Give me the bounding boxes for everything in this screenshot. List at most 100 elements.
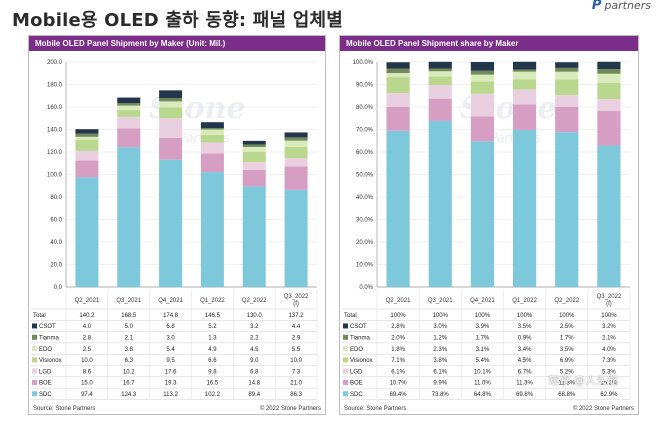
bar-csot xyxy=(200,122,224,129)
y-tick-label: 80.0% xyxy=(356,105,374,111)
chart-title: Mobile OLED Panel Shipment share by Make… xyxy=(340,36,638,51)
data-label: 11.3% xyxy=(516,381,533,387)
x-tick-label: Q2_2021 xyxy=(386,298,411,304)
data-label: 15.0 xyxy=(81,381,93,387)
data-label: 16.7 xyxy=(123,381,135,387)
data-label: 6.3 xyxy=(125,358,134,364)
bar-lgd xyxy=(428,84,452,99)
bar-lgd xyxy=(386,93,410,107)
bar-lgd xyxy=(159,118,183,138)
legend-swatch-tianma xyxy=(343,334,348,340)
bar-tianma xyxy=(159,98,183,102)
table-row-label: SDC xyxy=(350,392,363,398)
y-tick-label: 0.0 xyxy=(54,285,63,291)
data-label: 9.0 xyxy=(250,358,259,364)
chart-footer: Source: Stone Partners © 2022 Stone Part… xyxy=(33,406,321,412)
table-row-label: CSOT xyxy=(350,324,367,330)
data-label: 19.3 xyxy=(165,381,177,387)
data-label: 2.3% xyxy=(433,347,447,353)
y-tick-label: 80.0 xyxy=(50,195,62,201)
bar-sdc xyxy=(555,132,579,287)
data-label: 137.2 xyxy=(289,313,305,319)
table-row-label: Total xyxy=(33,313,46,319)
data-label: 100% xyxy=(475,313,491,319)
bar-sdc xyxy=(200,172,224,287)
table-row-label: Total xyxy=(344,313,357,319)
data-label: 10.0 xyxy=(81,358,93,364)
data-label: 10.7% xyxy=(390,381,408,387)
data-label: 5.4% xyxy=(476,358,490,364)
table-row-label: CSOT xyxy=(39,324,56,330)
legend-swatch-csot xyxy=(343,323,348,329)
data-label: 146.5 xyxy=(205,313,221,319)
data-label: 1.8% xyxy=(391,347,405,353)
data-label: 9.9% xyxy=(433,381,447,387)
bar-edo xyxy=(386,73,410,78)
data-label: 1.7% xyxy=(476,335,490,341)
y-tick-label: 70.0% xyxy=(356,128,374,134)
legend-swatch-visionox xyxy=(32,357,37,363)
data-label: 1.7% xyxy=(560,335,574,341)
bar-tianma xyxy=(512,69,537,72)
y-tick-label: 10.0% xyxy=(356,263,374,269)
bar-lgd xyxy=(200,142,224,154)
legend-swatch-sdc xyxy=(343,391,348,397)
bar-boe xyxy=(242,169,266,187)
chart-title: Mobile OLED Panel Shipment by Maker (Uni… xyxy=(29,36,325,51)
shipment-volume-chart: 0.0 20.0 40.0 60.0 80.0 100.0 120.0 140.0 160.0 1… xyxy=(31,60,318,400)
bar-lgd xyxy=(284,158,308,167)
data-label: 2.9 xyxy=(292,335,301,341)
bar-edo xyxy=(512,71,537,80)
data-label: 89.4 xyxy=(248,392,260,398)
bar-tianma xyxy=(200,128,224,130)
y-tick-label: 160.0 xyxy=(47,105,63,111)
bar-boe xyxy=(284,166,308,190)
bar-edo xyxy=(75,136,99,140)
bar-csot xyxy=(512,61,537,70)
partners-logo-icon: P xyxy=(591,0,602,13)
bar-tianma xyxy=(470,70,495,75)
bar-boe xyxy=(597,111,621,146)
y-tick-label: 140.0 xyxy=(47,128,63,134)
data-label: 9.5 xyxy=(166,358,175,364)
data-label: 100% xyxy=(559,313,575,319)
bar-visionox xyxy=(470,81,495,94)
data-label: 10.2 xyxy=(123,369,135,375)
data-label: 21.0 xyxy=(290,381,302,387)
y-tick-label: 200.0 xyxy=(47,60,63,66)
bar-edo xyxy=(470,74,495,82)
data-label: 5.2% xyxy=(560,369,574,375)
bar-edo xyxy=(242,146,266,152)
data-label: 168.5 xyxy=(121,313,137,319)
data-label: 100% xyxy=(601,313,617,319)
table-row-label: Visionox xyxy=(39,358,62,364)
legend-swatch-visionox xyxy=(343,357,348,363)
data-label: 4.4 xyxy=(292,324,301,330)
data-label: 3.4% xyxy=(518,347,532,353)
data-label: 6.7% xyxy=(518,369,532,375)
bar-tianma xyxy=(386,68,410,74)
data-label: 124.3 xyxy=(121,392,137,398)
x-tick-label: Q3_2022 xyxy=(284,294,309,300)
bar-csot xyxy=(117,97,141,104)
bar-visionox xyxy=(284,146,308,159)
bar-edo xyxy=(597,73,621,83)
data-label: 174.8 xyxy=(163,313,179,319)
source-note: Source: Stone Partners xyxy=(33,406,96,412)
bar-visionox xyxy=(512,79,537,90)
data-label: 2.2 xyxy=(250,335,259,341)
data-label: 17.6 xyxy=(165,369,177,375)
data-label: 4.0% xyxy=(602,347,616,353)
bar-tianma xyxy=(75,133,99,137)
x-tick-label: Q3_2022 xyxy=(597,294,622,300)
y-tick-label: 40.0% xyxy=(356,195,374,201)
data-label: 10.1% xyxy=(474,369,492,375)
bar-tianma xyxy=(284,137,308,141)
data-label: 5.3% xyxy=(602,369,616,375)
y-tick-label: 50.0% xyxy=(356,173,374,179)
x-tick-label-note: (f) xyxy=(606,301,612,307)
y-tick-label: 100.0 xyxy=(47,173,63,179)
bar-lgd xyxy=(470,93,495,117)
data-label: 0.9% xyxy=(518,335,532,341)
data-label: 2.1% xyxy=(602,335,616,341)
